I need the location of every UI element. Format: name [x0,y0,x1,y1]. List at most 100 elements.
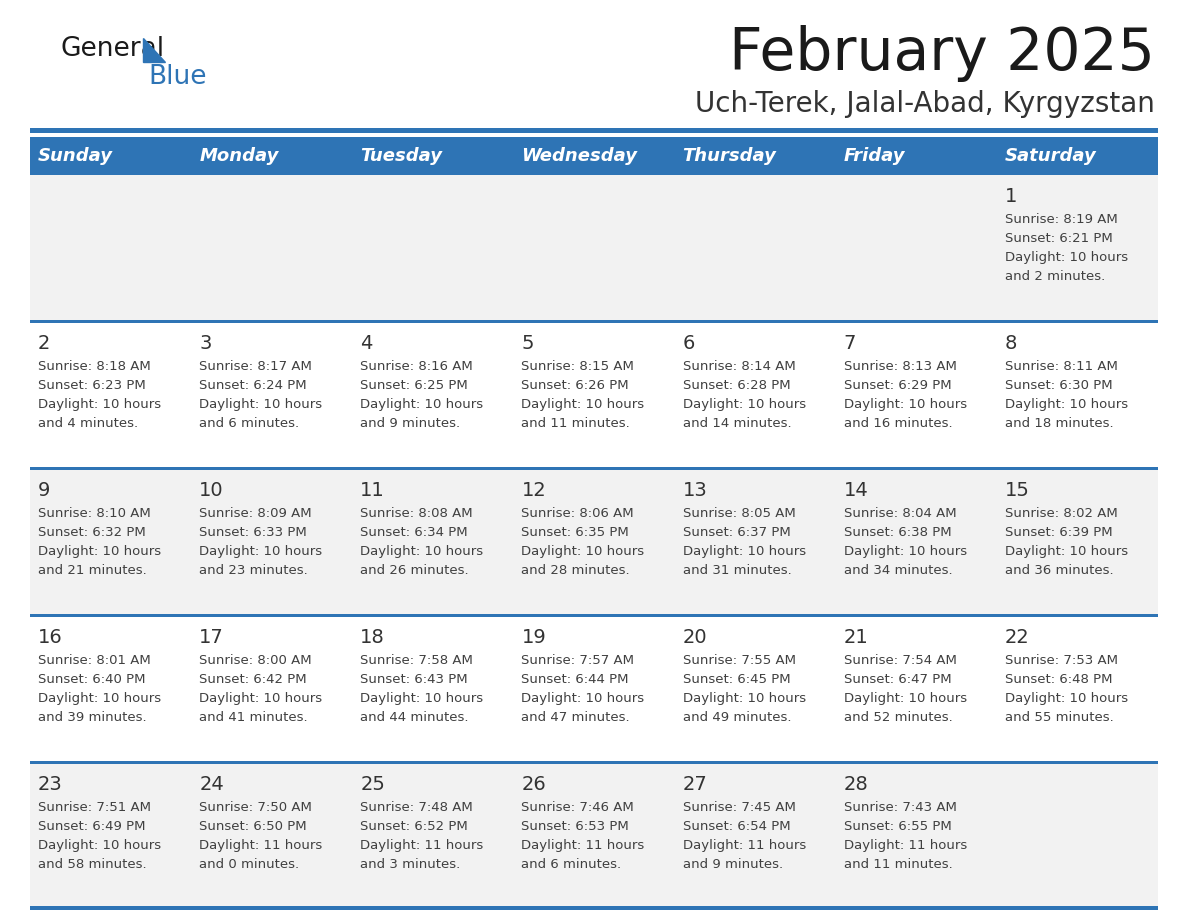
Text: 21: 21 [843,628,868,647]
Text: Sunset: 6:38 PM: Sunset: 6:38 PM [843,526,952,539]
Text: 28: 28 [843,775,868,794]
Text: 26: 26 [522,775,546,794]
Text: and 18 minutes.: and 18 minutes. [1005,417,1113,430]
Text: and 6 minutes.: and 6 minutes. [522,858,621,871]
Text: and 0 minutes.: and 0 minutes. [200,858,299,871]
Text: and 58 minutes.: and 58 minutes. [38,858,146,871]
Text: Sunrise: 7:51 AM: Sunrise: 7:51 AM [38,801,151,814]
Text: and 47 minutes.: and 47 minutes. [522,711,630,724]
Text: Sunrise: 7:50 AM: Sunrise: 7:50 AM [200,801,312,814]
Text: 19: 19 [522,628,546,647]
Bar [30,322,1158,469]
Text: Sunrise: 7:54 AM: Sunrise: 7:54 AM [843,654,956,667]
Bar [30,616,1158,763]
Text: and 26 minutes.: and 26 minutes. [360,564,469,577]
Text: Sunset: 6:55 PM: Sunset: 6:55 PM [843,820,952,833]
Text: Sunset: 6:48 PM: Sunset: 6:48 PM [1005,673,1112,686]
Text: Daylight: 11 hours: Daylight: 11 hours [200,839,322,852]
Text: Daylight: 10 hours: Daylight: 10 hours [360,545,484,558]
Text: Saturday: Saturday [1005,147,1097,165]
Text: 18: 18 [360,628,385,647]
Text: and 9 minutes.: and 9 minutes. [360,417,461,430]
Text: Sunrise: 8:05 AM: Sunrise: 8:05 AM [683,507,795,520]
Text: Daylight: 10 hours: Daylight: 10 hours [200,545,322,558]
Text: Sunrise: 8:19 AM: Sunrise: 8:19 AM [1005,213,1118,226]
Text: Daylight: 10 hours: Daylight: 10 hours [38,545,162,558]
Text: Sunrise: 8:14 AM: Sunrise: 8:14 AM [683,360,795,373]
Text: Daylight: 10 hours: Daylight: 10 hours [522,545,645,558]
Text: and 28 minutes.: and 28 minutes. [522,564,630,577]
Text: and 9 minutes.: and 9 minutes. [683,858,783,871]
Text: Sunset: 6:34 PM: Sunset: 6:34 PM [360,526,468,539]
Text: Daylight: 11 hours: Daylight: 11 hours [683,839,805,852]
Text: Sunrise: 8:01 AM: Sunrise: 8:01 AM [38,654,151,667]
Text: 1: 1 [1005,187,1017,206]
Text: and 4 minutes.: and 4 minutes. [38,417,138,430]
Text: Sunrise: 7:53 AM: Sunrise: 7:53 AM [1005,654,1118,667]
Bar [30,128,1158,133]
Text: Sunrise: 7:45 AM: Sunrise: 7:45 AM [683,801,796,814]
Text: Sunset: 6:21 PM: Sunset: 6:21 PM [1005,232,1113,245]
Text: and 11 minutes.: and 11 minutes. [843,858,953,871]
Text: and 34 minutes.: and 34 minutes. [843,564,953,577]
Text: Sunset: 6:52 PM: Sunset: 6:52 PM [360,820,468,833]
Text: 22: 22 [1005,628,1030,647]
Text: 10: 10 [200,481,223,500]
Text: and 21 minutes.: and 21 minutes. [38,564,147,577]
Text: Sunset: 6:53 PM: Sunset: 6:53 PM [522,820,630,833]
Text: and 36 minutes.: and 36 minutes. [1005,564,1113,577]
Text: 11: 11 [360,481,385,500]
Text: Daylight: 10 hours: Daylight: 10 hours [683,398,805,411]
Text: Blue: Blue [148,64,207,90]
Text: Daylight: 10 hours: Daylight: 10 hours [843,398,967,411]
Text: Sunset: 6:45 PM: Sunset: 6:45 PM [683,673,790,686]
Text: 20: 20 [683,628,707,647]
Text: Sunrise: 8:18 AM: Sunrise: 8:18 AM [38,360,151,373]
Text: Sunrise: 8:00 AM: Sunrise: 8:00 AM [200,654,311,667]
Text: Sunrise: 7:55 AM: Sunrise: 7:55 AM [683,654,796,667]
Text: Sunrise: 8:06 AM: Sunrise: 8:06 AM [522,507,634,520]
Text: Thursday: Thursday [683,147,777,165]
Bar [30,175,1158,322]
Text: 7: 7 [843,334,857,353]
Text: 15: 15 [1005,481,1030,500]
Text: Sunrise: 8:04 AM: Sunrise: 8:04 AM [843,507,956,520]
Bar [30,614,1158,617]
Text: Daylight: 10 hours: Daylight: 10 hours [1005,251,1127,264]
Text: 24: 24 [200,775,223,794]
Bar [30,467,1158,470]
Text: and 2 minutes.: and 2 minutes. [1005,270,1105,283]
Text: Monday: Monday [200,147,278,165]
Text: Sunrise: 7:46 AM: Sunrise: 7:46 AM [522,801,634,814]
Text: Sunset: 6:40 PM: Sunset: 6:40 PM [38,673,145,686]
Text: Wednesday: Wednesday [522,147,638,165]
Text: Tuesday: Tuesday [360,147,442,165]
Text: Sunrise: 8:17 AM: Sunrise: 8:17 AM [200,360,312,373]
Text: Sunset: 6:39 PM: Sunset: 6:39 PM [1005,526,1112,539]
Text: Daylight: 10 hours: Daylight: 10 hours [1005,692,1127,705]
Text: Sunrise: 8:16 AM: Sunrise: 8:16 AM [360,360,473,373]
Text: and 49 minutes.: and 49 minutes. [683,711,791,724]
Text: and 6 minutes.: and 6 minutes. [200,417,299,430]
Text: and 41 minutes.: and 41 minutes. [200,711,308,724]
Text: 27: 27 [683,775,707,794]
Text: Sunrise: 8:15 AM: Sunrise: 8:15 AM [522,360,634,373]
Bar [30,137,1158,175]
Text: Daylight: 10 hours: Daylight: 10 hours [38,692,162,705]
Text: Daylight: 10 hours: Daylight: 10 hours [200,692,322,705]
Text: Uch-Terek, Jalal-Abad, Kyrgyzstan: Uch-Terek, Jalal-Abad, Kyrgyzstan [695,90,1155,118]
Text: Daylight: 10 hours: Daylight: 10 hours [38,839,162,852]
Polygon shape [143,38,165,62]
Text: Sunset: 6:24 PM: Sunset: 6:24 PM [200,379,307,392]
Text: Sunrise: 7:43 AM: Sunrise: 7:43 AM [843,801,956,814]
Text: 25: 25 [360,775,385,794]
Text: and 55 minutes.: and 55 minutes. [1005,711,1113,724]
Text: Sunrise: 8:10 AM: Sunrise: 8:10 AM [38,507,151,520]
Text: 3: 3 [200,334,211,353]
Text: and 31 minutes.: and 31 minutes. [683,564,791,577]
Text: and 52 minutes.: and 52 minutes. [843,711,953,724]
Text: Sunset: 6:28 PM: Sunset: 6:28 PM [683,379,790,392]
Text: Daylight: 10 hours: Daylight: 10 hours [522,692,645,705]
Text: 23: 23 [38,775,63,794]
Text: Sunday: Sunday [38,147,113,165]
